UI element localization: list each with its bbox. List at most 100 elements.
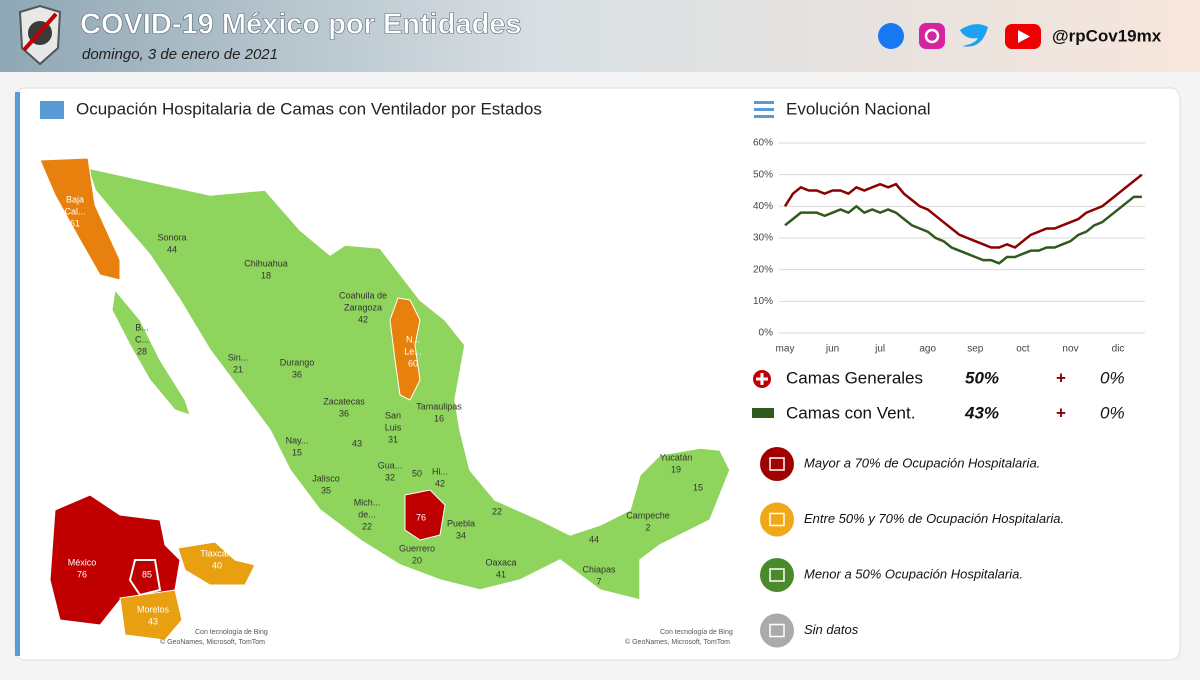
y-tick-label: 10% — [753, 296, 773, 307]
x-tick-label: nov — [1062, 344, 1078, 355]
state-label: Nay... — [286, 435, 309, 445]
state-value: 15 — [693, 482, 703, 492]
x-tick-label: jul — [874, 344, 885, 355]
instagram-glyph — [924, 28, 940, 44]
x-tick-label: ago — [919, 344, 936, 355]
state-label: Tamaulipas — [416, 401, 462, 411]
map-credit: © GeoNames, Microsoft, TomTom — [625, 638, 730, 646]
x-tick-label: jun — [825, 344, 839, 355]
inset-cdmx — [128, 559, 162, 597]
cdmx-region — [404, 489, 446, 541]
legend-glyph — [769, 623, 785, 638]
x-tick-label: dic — [1112, 344, 1125, 355]
state-value: 31 — [388, 434, 398, 444]
baja-north — [39, 157, 121, 281]
state-label: de... — [358, 509, 376, 519]
state-label: Campeche — [626, 510, 670, 520]
card-accent — [15, 92, 20, 656]
state-label: Chiapas — [582, 564, 616, 574]
state-label: Zacatecas — [323, 396, 365, 406]
state-label: Hi... — [432, 466, 448, 476]
youtube-glyph — [1018, 30, 1030, 43]
y-tick-label: 40% — [753, 201, 773, 212]
state-value: 36 — [339, 408, 349, 418]
inset-tlaxcala — [177, 541, 256, 586]
state-label: Puebla — [447, 518, 475, 528]
state-value: 43 — [352, 438, 362, 448]
facebook-icon[interactable] — [878, 23, 904, 49]
summary-sign: + — [1056, 403, 1066, 422]
state-value: 28 — [137, 346, 147, 356]
state-label: Jalisco — [312, 473, 340, 483]
legend-icon — [760, 613, 794, 648]
state-label: Yucatán — [660, 452, 693, 462]
state-value: 50 — [412, 468, 422, 478]
summary-value: 43% — [964, 403, 999, 422]
state-value: 44 — [589, 534, 599, 544]
y-tick-label: 30% — [753, 233, 773, 244]
baja-south — [111, 288, 191, 416]
state-label: Gua... — [378, 460, 403, 470]
chart-title: Evolución Nacional — [786, 99, 931, 118]
state-label: Cal... — [64, 206, 85, 216]
header-bg — [0, 0, 1200, 72]
state-label: C... — [135, 334, 149, 344]
map-title: Ocupación Hospitalaria de Camas con Vent… — [76, 99, 542, 118]
inset-morelos — [119, 589, 183, 641]
state-value: 18 — [261, 270, 271, 280]
legend-glyph — [769, 512, 785, 527]
state-label: Zaragoza — [344, 302, 382, 312]
state-value: 19 — [671, 464, 681, 474]
state-value: 42 — [435, 478, 445, 488]
legend-icon — [760, 558, 794, 592]
summary-change: 0% — [1100, 368, 1125, 387]
x-tick-label: oct — [1016, 344, 1030, 355]
y-tick-label: 20% — [753, 264, 773, 275]
menu-icon — [754, 108, 774, 111]
state-label: Tlaxcala — [200, 548, 234, 558]
logo-slash — [22, 12, 58, 52]
state-value: 42 — [358, 314, 368, 324]
date: domingo, 3 de enero de 2021 — [82, 46, 278, 63]
map-credit: © GeoNames, Microsoft, TomTom — [160, 638, 265, 646]
y-tick-label: 60% — [753, 138, 773, 149]
state-label: B... — [135, 322, 149, 332]
state-value: 16 — [434, 413, 444, 423]
series-line — [783, 173, 1143, 249]
y-tick-label: 0% — [759, 328, 774, 339]
state-value: 85 — [142, 569, 152, 579]
summary-name: Camas con Vent. — [786, 403, 915, 422]
state-value: 41 — [496, 569, 506, 579]
y-tick-label: 50% — [753, 169, 773, 180]
state-label: Luis — [385, 422, 402, 432]
instagram-icon[interactable] — [919, 23, 945, 49]
series-line — [784, 195, 1142, 265]
state-value: 7 — [596, 576, 601, 586]
state-value: 76 — [416, 512, 426, 522]
state-value: 32 — [385, 472, 395, 482]
title: COVID-19 México por Entidades — [80, 9, 522, 41]
nuevo-leon — [389, 297, 421, 401]
handle: @rpCov19mx — [1052, 26, 1162, 45]
legend-icon — [760, 447, 794, 481]
x-tick-label: sep — [967, 344, 984, 355]
state-value: 44 — [167, 244, 177, 254]
state-value: 60 — [408, 358, 418, 368]
state-label: México — [68, 557, 97, 567]
bed-icon — [752, 408, 774, 418]
summary-value: 50% — [965, 368, 999, 387]
state-label: Oaxaca — [485, 557, 516, 567]
state-label: Coahuila de — [339, 290, 387, 300]
state-value: 76 — [77, 569, 87, 579]
map-credit: Con tecnología de Bing — [660, 629, 733, 636]
state-value: 15 — [292, 447, 302, 457]
state-value: 34 — [456, 530, 466, 540]
state-value: 40 — [212, 560, 222, 570]
state-label: Le... — [404, 346, 422, 356]
state-value: 43 — [148, 616, 158, 626]
x-tick-label: may — [776, 344, 795, 355]
legend-label: Sin datos — [804, 622, 859, 637]
twitter-icon[interactable] — [960, 24, 988, 47]
state-value: 20 — [412, 555, 422, 565]
